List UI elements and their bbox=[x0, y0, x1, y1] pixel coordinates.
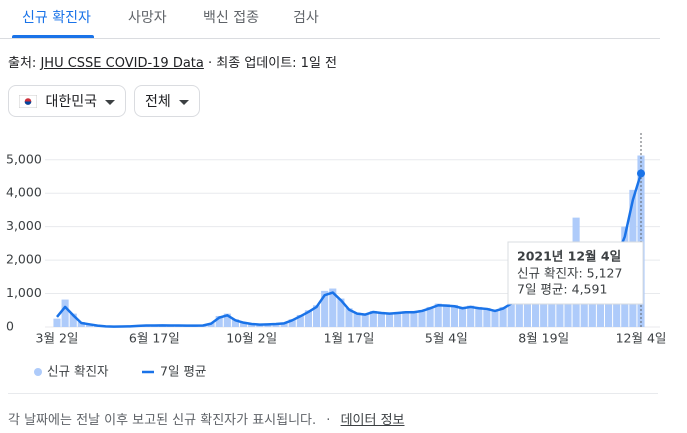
tab[interactable]: 신규 확진자 bbox=[22, 10, 91, 26]
bar bbox=[442, 304, 450, 327]
region-dropdown[interactable]: 전체 bbox=[134, 85, 200, 117]
x-tick-label: 8월 19일 bbox=[518, 331, 569, 346]
updated: · 최종 업데이트: 1일 전 bbox=[208, 56, 338, 71]
bar bbox=[207, 322, 215, 327]
dropdown-label: 대한민국 bbox=[45, 94, 97, 110]
x-tick-label: 12월 4일 bbox=[616, 331, 667, 346]
bar bbox=[321, 290, 329, 327]
y-tick-label: 1,000 bbox=[6, 285, 42, 300]
tooltip-line: 7일 평균: 4,591 bbox=[517, 282, 607, 297]
legend-label: 7일 평균 bbox=[160, 364, 206, 379]
footer: 각 날짜에는 전날 이후 보고된 신규 확진자가 표시됩니다. · 데이터 정보 bbox=[8, 409, 405, 428]
bar bbox=[467, 305, 475, 327]
bar bbox=[361, 313, 369, 327]
bar bbox=[369, 310, 377, 327]
legend-swatch bbox=[34, 368, 42, 376]
y-tick-label: 5,000 bbox=[6, 151, 42, 166]
bar bbox=[377, 311, 385, 327]
tooltip-box bbox=[507, 241, 644, 305]
tab-indicator bbox=[12, 35, 94, 38]
bar bbox=[248, 323, 256, 327]
bar bbox=[53, 318, 61, 327]
x-tick-label: 10월 2일 bbox=[226, 331, 277, 346]
bar bbox=[515, 282, 523, 327]
data-info-link[interactable]: 데이터 정보 bbox=[340, 413, 405, 428]
bar bbox=[475, 306, 483, 327]
note: 각 날짜에는 전날 이후 보고된 신규 확진자가 표시됩니다. bbox=[8, 413, 317, 428]
legend-label: 신규 확진자 bbox=[47, 364, 109, 379]
x-tick-label: 3월 2일 bbox=[36, 331, 79, 346]
dropdown-label: 전체 bbox=[145, 94, 171, 110]
x-tick-label: 6월 17일 bbox=[129, 331, 180, 346]
bar bbox=[215, 315, 223, 327]
bar bbox=[402, 311, 410, 327]
tooltip-line: 신규 확진자: 5,127 bbox=[517, 266, 622, 281]
source: 출처: JHU CSSE COVID-19 Data · 최종 업데이트: 1일… bbox=[8, 52, 337, 71]
bar bbox=[483, 307, 491, 327]
bar bbox=[288, 319, 296, 327]
bar bbox=[231, 319, 239, 327]
chart: 0 1,000 2,000 3,000 4,000 5,000 3월 2일 6월 17일 10월… bbox=[6, 133, 667, 379]
source-prefix: 출처: bbox=[8, 56, 37, 71]
bar bbox=[353, 312, 361, 327]
tabs: 신규 확진자 사망자 백신 접종 검사 bbox=[0, 0, 660, 39]
bar bbox=[223, 313, 231, 327]
tooltip-date: 2021년 12월 4일 bbox=[517, 249, 621, 264]
bar bbox=[240, 321, 248, 327]
country-dropdown[interactable]: 대한민국 bbox=[8, 85, 126, 117]
separator: · bbox=[326, 413, 331, 428]
bar bbox=[386, 312, 394, 327]
bar bbox=[337, 298, 345, 327]
tab[interactable]: 사망자 bbox=[128, 10, 167, 26]
x-tick-label: 5월 4일 bbox=[425, 331, 468, 346]
bar bbox=[77, 321, 85, 327]
source-link[interactable]: JHU CSSE COVID-19 Data bbox=[40, 56, 204, 71]
bar bbox=[69, 313, 77, 327]
bar bbox=[394, 311, 402, 327]
bar bbox=[296, 314, 304, 327]
bar bbox=[329, 288, 337, 327]
flag bbox=[18, 94, 38, 109]
bar bbox=[507, 301, 515, 327]
bar bbox=[410, 310, 418, 327]
y-tick-label: 4,000 bbox=[6, 185, 42, 200]
x-tick-label: 1월 17일 bbox=[324, 331, 375, 346]
divider bbox=[8, 393, 658, 394]
bar bbox=[61, 299, 69, 327]
y-tick-label: 0 bbox=[6, 319, 14, 334]
bar bbox=[450, 304, 458, 327]
bar bbox=[426, 306, 434, 327]
bar bbox=[345, 308, 353, 327]
bar bbox=[459, 306, 467, 327]
y-tick-label: 2,000 bbox=[6, 252, 42, 267]
hover-point bbox=[637, 169, 645, 178]
bar bbox=[280, 322, 288, 327]
bar bbox=[499, 306, 507, 327]
tab[interactable]: 백신 접종 bbox=[203, 10, 259, 26]
tab[interactable]: 검사 bbox=[293, 10, 319, 26]
bar bbox=[304, 310, 312, 327]
bar bbox=[418, 309, 426, 327]
bar bbox=[313, 305, 321, 327]
bar bbox=[491, 309, 499, 327]
bar bbox=[434, 303, 442, 327]
y-tick-label: 3,000 bbox=[6, 218, 42, 233]
